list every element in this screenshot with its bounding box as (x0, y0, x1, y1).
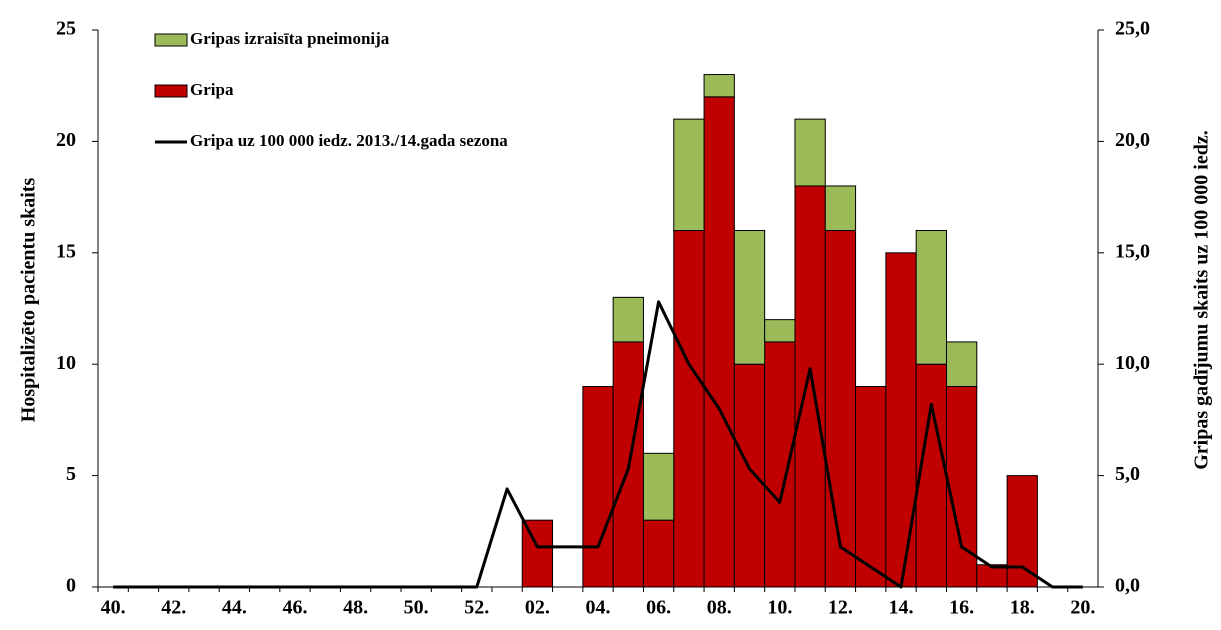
y2-tick-label: 15,0 (1115, 240, 1150, 262)
x-tick-label: 04. (586, 597, 611, 619)
bar (794, 185, 826, 588)
bar (764, 341, 796, 588)
legend-label: Gripas izraisīta pneimonija (190, 29, 390, 48)
bar (733, 363, 766, 588)
bar (642, 519, 675, 588)
y2-tick-label: 10,0 (1115, 352, 1150, 374)
x-tick-label: 02. (525, 597, 550, 619)
bar (582, 385, 614, 588)
bar (521, 519, 554, 588)
bar (945, 385, 978, 588)
bar (945, 341, 978, 387)
bar (915, 230, 947, 365)
y-tick-label: 10 (56, 352, 76, 374)
bar (703, 74, 735, 98)
x-tick-label: 16. (949, 597, 974, 619)
bar (612, 296, 644, 343)
bar (642, 452, 675, 521)
x-tick-label: 10. (767, 597, 792, 619)
bar (673, 118, 705, 232)
legend-swatch (154, 33, 188, 47)
x-tick-label: 06. (646, 597, 671, 619)
x-tick-label: 48. (343, 597, 368, 619)
x-tick-label: 18. (1010, 597, 1035, 619)
bar (915, 363, 947, 588)
x-tick-label: 44. (222, 597, 247, 619)
bar (764, 319, 796, 343)
bar (885, 252, 917, 588)
bar (673, 230, 705, 588)
bar (794, 118, 826, 187)
y2-axis-title: Gripas gadījumu skaits uz 100 000 iedz. (1191, 130, 1213, 469)
y-axis-title: Hospitalizēto pacientu skaits (18, 178, 40, 423)
bar (824, 185, 857, 232)
y-tick-label: 20 (56, 129, 76, 151)
y2-tick-label: 5,0 (1115, 463, 1140, 485)
y-tick-label: 5 (66, 463, 76, 485)
x-tick-label: 14. (889, 597, 914, 619)
bar (855, 385, 887, 588)
x-tick-label: 50. (404, 597, 429, 619)
x-tick-label: 42. (161, 597, 186, 619)
y2-tick-label: 20,0 (1115, 129, 1150, 151)
x-tick-label: 52. (464, 597, 489, 619)
y-tick-label: 15 (56, 240, 76, 262)
y-tick-label: 0 (66, 575, 76, 597)
legend-swatch (154, 84, 188, 98)
legend-label: Gripa (190, 80, 234, 99)
x-tick-label: 40. (101, 597, 126, 619)
y-tick-label: 25 (56, 18, 76, 40)
bar (703, 96, 735, 588)
y2-tick-label: 0,0 (1115, 575, 1140, 597)
x-tick-label: 20. (1070, 597, 1095, 619)
legend-label: Gripa uz 100 000 iedz. 2013./14.gada sez… (190, 131, 508, 150)
bar (824, 230, 857, 588)
bar (733, 230, 766, 365)
x-tick-label: 08. (707, 597, 732, 619)
x-tick-label: 12. (828, 597, 853, 619)
x-tick-label: 46. (282, 597, 307, 619)
bar (1006, 475, 1038, 588)
y2-tick-label: 25,0 (1115, 18, 1150, 40)
